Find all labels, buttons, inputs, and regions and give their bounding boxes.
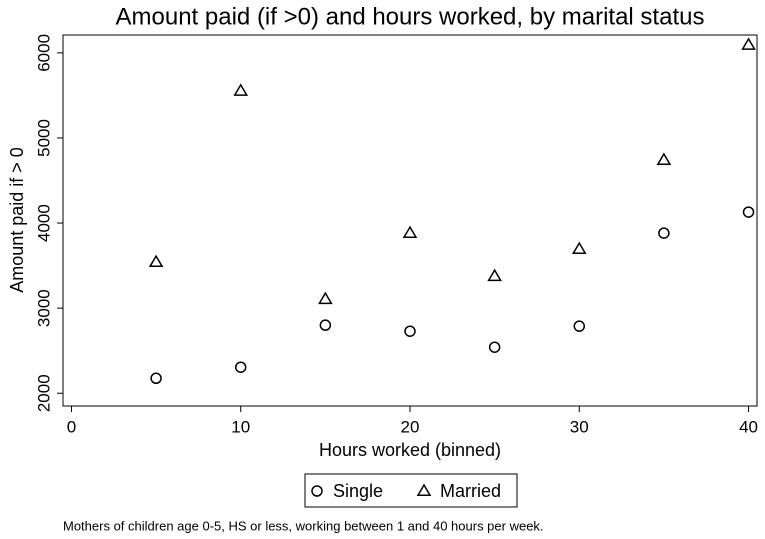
y-axis-title: Amount paid if > 0 (7, 147, 27, 293)
legend-label: Married (440, 481, 501, 501)
marker-circle (488, 341, 501, 353)
x-tick-label: 30 (570, 417, 589, 436)
x-tick-label: 20 (401, 417, 420, 436)
legend-marker (416, 483, 432, 496)
marker-triangle (487, 268, 502, 282)
marker-circle (573, 320, 586, 332)
y-tick-label: 2000 (34, 374, 53, 412)
marker-circle (234, 361, 247, 373)
chart-title: Amount paid (if >0) and hours worked, by… (116, 3, 705, 30)
marker-circle (742, 206, 755, 218)
y-tick-label: 4000 (34, 204, 53, 242)
x-axis-title: Hours worked (binned) (319, 440, 501, 460)
legend-box (304, 473, 518, 508)
x-tick-label: 10 (231, 417, 250, 436)
x-tick-label: 40 (739, 417, 758, 436)
y-tick-label: 3000 (34, 289, 53, 327)
marker-triangle (233, 83, 249, 96)
marker-triangle (741, 37, 756, 50)
marker-circle (319, 319, 332, 331)
marker-triangle (148, 254, 164, 268)
marker-triangle (318, 291, 333, 305)
marker-triangle (402, 225, 418, 239)
x-tick-label: 0 (67, 417, 76, 436)
y-tick-label: 5000 (34, 119, 53, 157)
note: Mothers of children age 0-5, HS or less,… (63, 518, 544, 533)
marker-circle (404, 325, 416, 337)
marker-triangle (656, 152, 672, 165)
y-tick-label: 6000 (34, 34, 53, 72)
marker-circle (150, 372, 162, 385)
legend-label: Single (333, 481, 383, 501)
marker-circle (658, 227, 670, 239)
legend-marker (311, 485, 323, 497)
marker-triangle (571, 241, 587, 255)
